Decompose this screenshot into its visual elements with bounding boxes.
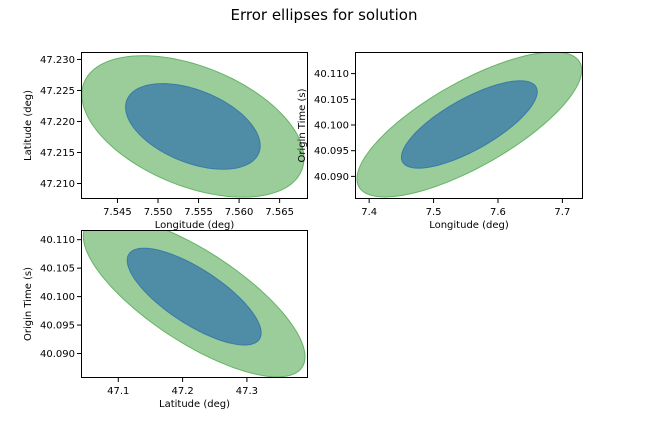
x-tick-label: 7.565 (265, 207, 294, 218)
x-tick-label: 7.7 (554, 207, 570, 218)
x-tick-label: 7.560 (225, 207, 254, 218)
ellipse-group (356, 52, 583, 198)
subplot-top-right: 7.4 7.5 7.6 7.7 40.090 40.095 40.100 40.105 40.1… (297, 52, 583, 231)
y-tick-label: 47.230 (40, 55, 75, 66)
y-tick-label: 40.100 (40, 292, 75, 303)
x-tick-label: 47.1 (107, 386, 129, 397)
y-tick-label: 40.105 (40, 264, 75, 275)
x-axis-label: Latitude (deg) (159, 399, 230, 410)
y-tick-label: 47.215 (40, 148, 75, 159)
x-tick-label: 7.6 (490, 207, 506, 218)
y-axis-label: Origin Time (s) (23, 267, 34, 341)
axes-frame (81, 230, 308, 378)
x-axis-label: Longitude (deg) (429, 220, 509, 231)
y-tick-label: 40.095 (314, 146, 349, 157)
y-tick-label: 40.090 (314, 172, 349, 183)
x-tick-label: 7.4 (361, 207, 377, 218)
y-tick-label: 40.100 (314, 120, 349, 131)
y-tick-label: 40.110 (40, 235, 75, 246)
x-axis-label: Longitude (deg) (155, 220, 235, 231)
inner-ellipse (126, 247, 262, 346)
y-tick-label: 47.220 (40, 117, 75, 128)
y-tick-label: 40.105 (314, 95, 349, 106)
y-axis-label: Origin Time (s) (297, 88, 308, 162)
y-tick-label: 40.110 (314, 69, 349, 80)
x-tick-label: 7.550 (144, 207, 173, 218)
y-tick-label: 47.210 (40, 179, 75, 190)
figure-title: Error ellipses for solution (230, 6, 418, 24)
x-tick-label: 7.555 (184, 207, 213, 218)
subplot-bottom-left: 47.1 47.2 47.3 40.090 40.095 40.100 40.105 40.1… (23, 230, 308, 410)
inner-ellipse (400, 80, 538, 169)
y-tick-label: 47.225 (40, 86, 75, 97)
subplot-top-left: 7.545 7.550 7.555 7.560 7.565 47.210 47.215 47.… (23, 52, 308, 231)
x-tick-label: 47.2 (171, 386, 193, 397)
axes-frame (355, 52, 583, 199)
ellipse-group (82, 230, 306, 378)
axes-frame (81, 52, 308, 199)
x-tick-label: 7.545 (103, 207, 132, 218)
x-tick-label: 7.5 (426, 207, 442, 218)
y-tick-label: 40.095 (40, 321, 75, 332)
inner-ellipse (125, 83, 261, 170)
x-tick-label: 47.3 (236, 386, 258, 397)
y-axis-label: Latitude (deg) (23, 90, 34, 161)
y-tick-label: 40.090 (40, 349, 75, 360)
ellipse-group (81, 55, 305, 198)
